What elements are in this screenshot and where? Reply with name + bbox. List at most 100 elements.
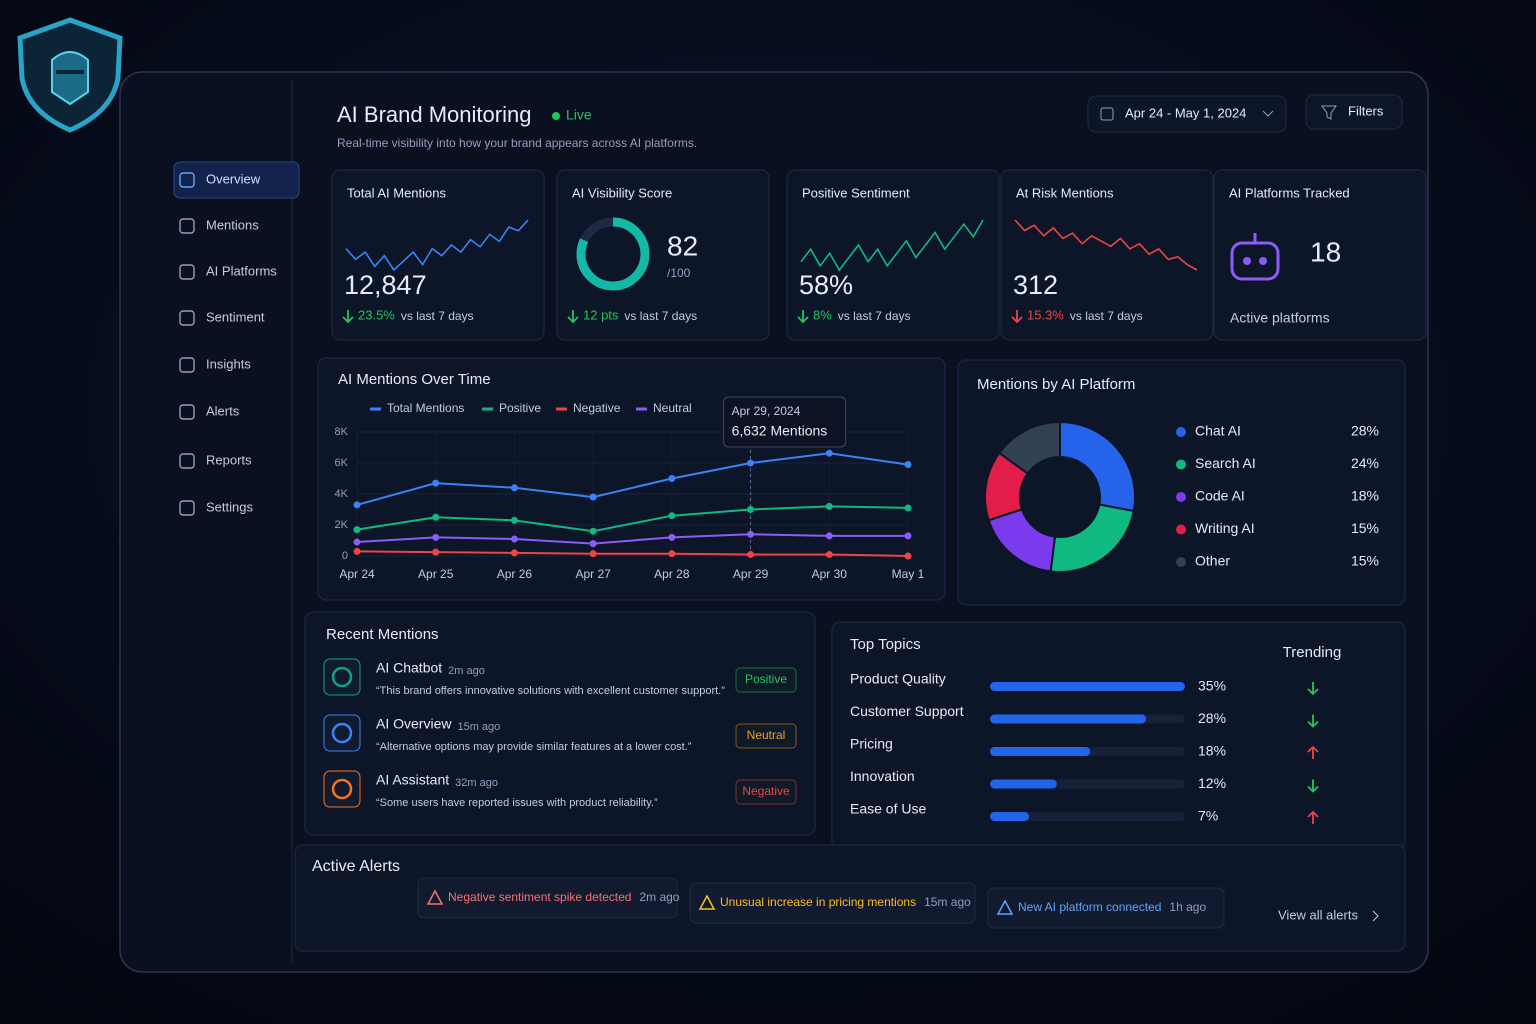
series-point xyxy=(432,533,440,541)
kpi-value: 18 xyxy=(1310,236,1341,267)
value-label: 35% xyxy=(1198,678,1226,694)
sparkline xyxy=(345,219,529,272)
mention-source: AI Overview xyxy=(376,716,452,732)
legend-dot xyxy=(1176,492,1186,502)
nav-item[interactable]: Settings xyxy=(206,499,253,514)
series-point xyxy=(510,549,518,557)
chart-title: Top Topics xyxy=(850,636,921,653)
page-title: AI Brand Monitoring xyxy=(337,102,531,127)
alert-icon xyxy=(698,894,716,910)
bar xyxy=(990,812,1029,821)
series-point xyxy=(353,526,361,534)
date-range-button[interactable] xyxy=(1087,95,1287,133)
mention-quote: “Alternative options may provide similar… xyxy=(376,741,692,753)
legend-label: Total Mentions xyxy=(387,401,464,415)
kpi-card xyxy=(1000,169,1214,341)
series-point xyxy=(668,512,676,520)
tag xyxy=(735,667,797,693)
x-tick-label: Apr 26 xyxy=(497,567,533,581)
nav-item[interactable]: Sentiment xyxy=(206,309,265,324)
alert[interactable] xyxy=(689,882,976,924)
kpi-arrow xyxy=(797,310,809,324)
series-point xyxy=(510,484,518,492)
alert[interactable] xyxy=(417,877,678,919)
kpi-card xyxy=(331,169,545,341)
kpi-change: 15.3% xyxy=(1027,307,1064,322)
legend-dot xyxy=(1176,459,1186,470)
x-tick-label: Apr 30 xyxy=(812,567,848,581)
logo xyxy=(17,17,123,133)
bar xyxy=(990,747,1091,756)
nav-item[interactable]: Insights xyxy=(206,356,251,371)
legend-label: Positive xyxy=(499,401,541,415)
live-dot xyxy=(552,112,560,120)
nav-item[interactable]: Mentions xyxy=(206,217,259,232)
legend-label: Negative xyxy=(573,401,621,415)
series-line xyxy=(356,452,909,506)
alert[interactable] xyxy=(987,887,1225,929)
x-tick-label: Apr 25 xyxy=(418,567,454,581)
legend-dot xyxy=(1176,524,1186,535)
mention-quote: “This brand offers innovative solutions … xyxy=(376,685,725,697)
robot-eye xyxy=(1259,257,1267,265)
filters-button[interactable] xyxy=(1305,94,1403,130)
x-tick-label: Apr 27 xyxy=(575,567,611,581)
topic-label: Customer Support xyxy=(850,703,964,719)
tag-label: Negative xyxy=(742,784,790,798)
series-point xyxy=(353,501,361,509)
series-point xyxy=(353,538,361,546)
kpi-period: vs last 7 days xyxy=(838,309,911,323)
sparkline xyxy=(800,219,984,272)
page-subtitle: Real-time visibility into how your brand… xyxy=(337,136,697,150)
series-point xyxy=(747,530,755,538)
trend-arrow xyxy=(1307,779,1319,793)
kpi-card xyxy=(786,169,1000,341)
chart-title: AI Mentions Over Time xyxy=(338,371,491,388)
y-tick-label: 4K xyxy=(335,488,349,500)
calendar-icon xyxy=(1100,107,1114,121)
legend-dot xyxy=(1176,557,1186,567)
alert-text: Negative sentiment spike detected xyxy=(448,890,631,904)
series-line xyxy=(356,533,908,545)
x-tick-label: May 1 xyxy=(892,567,925,581)
bar-track xyxy=(990,812,1185,821)
kpi-caption: Active platforms xyxy=(1230,310,1330,326)
kpi-value: 312 xyxy=(1013,270,1058,300)
alert-time: 1h ago xyxy=(1169,900,1206,914)
nav-item[interactable]: Overview xyxy=(206,171,261,186)
bar xyxy=(990,714,1146,724)
source-icon xyxy=(323,714,361,752)
nav-icon xyxy=(179,218,195,234)
chart-title: Mentions by AI Platform xyxy=(977,376,1135,393)
nav-item[interactable]: Reports xyxy=(206,452,252,467)
kpi-period: vs last 7 days xyxy=(401,309,474,323)
value-label: 18% xyxy=(1351,488,1379,504)
value-label: 12% xyxy=(1198,775,1226,791)
tag-label: Neutral xyxy=(747,728,786,742)
series-point xyxy=(510,535,518,543)
alert-time: 2m ago xyxy=(639,890,679,904)
nav-item[interactable]: AI Platforms xyxy=(206,263,277,278)
mention-time: 2m ago xyxy=(448,665,485,677)
series-point xyxy=(589,493,597,501)
alert-time: 15m ago xyxy=(924,895,971,909)
nav-item[interactable]: Alerts xyxy=(206,403,240,418)
series-point xyxy=(904,552,912,560)
recent-panel xyxy=(304,611,816,836)
tooltip-value: 6,632 Mentions xyxy=(732,423,828,439)
value-label: 15% xyxy=(1351,520,1379,536)
section-title: Recent Mentions xyxy=(326,626,439,643)
trend-arrow xyxy=(1307,810,1319,824)
series-point xyxy=(904,504,912,512)
chevron xyxy=(1372,910,1379,922)
nav-active xyxy=(173,161,300,199)
value-label: 15% xyxy=(1351,553,1379,569)
source-icon xyxy=(323,770,361,808)
view-all[interactable]: View all alerts xyxy=(1278,907,1358,922)
series-point xyxy=(510,516,518,524)
series-point xyxy=(904,461,912,469)
chevron xyxy=(1262,110,1274,117)
kpi-period: vs last 7 days xyxy=(624,309,697,323)
source-glyph xyxy=(331,722,353,744)
donut-panel xyxy=(957,359,1406,606)
